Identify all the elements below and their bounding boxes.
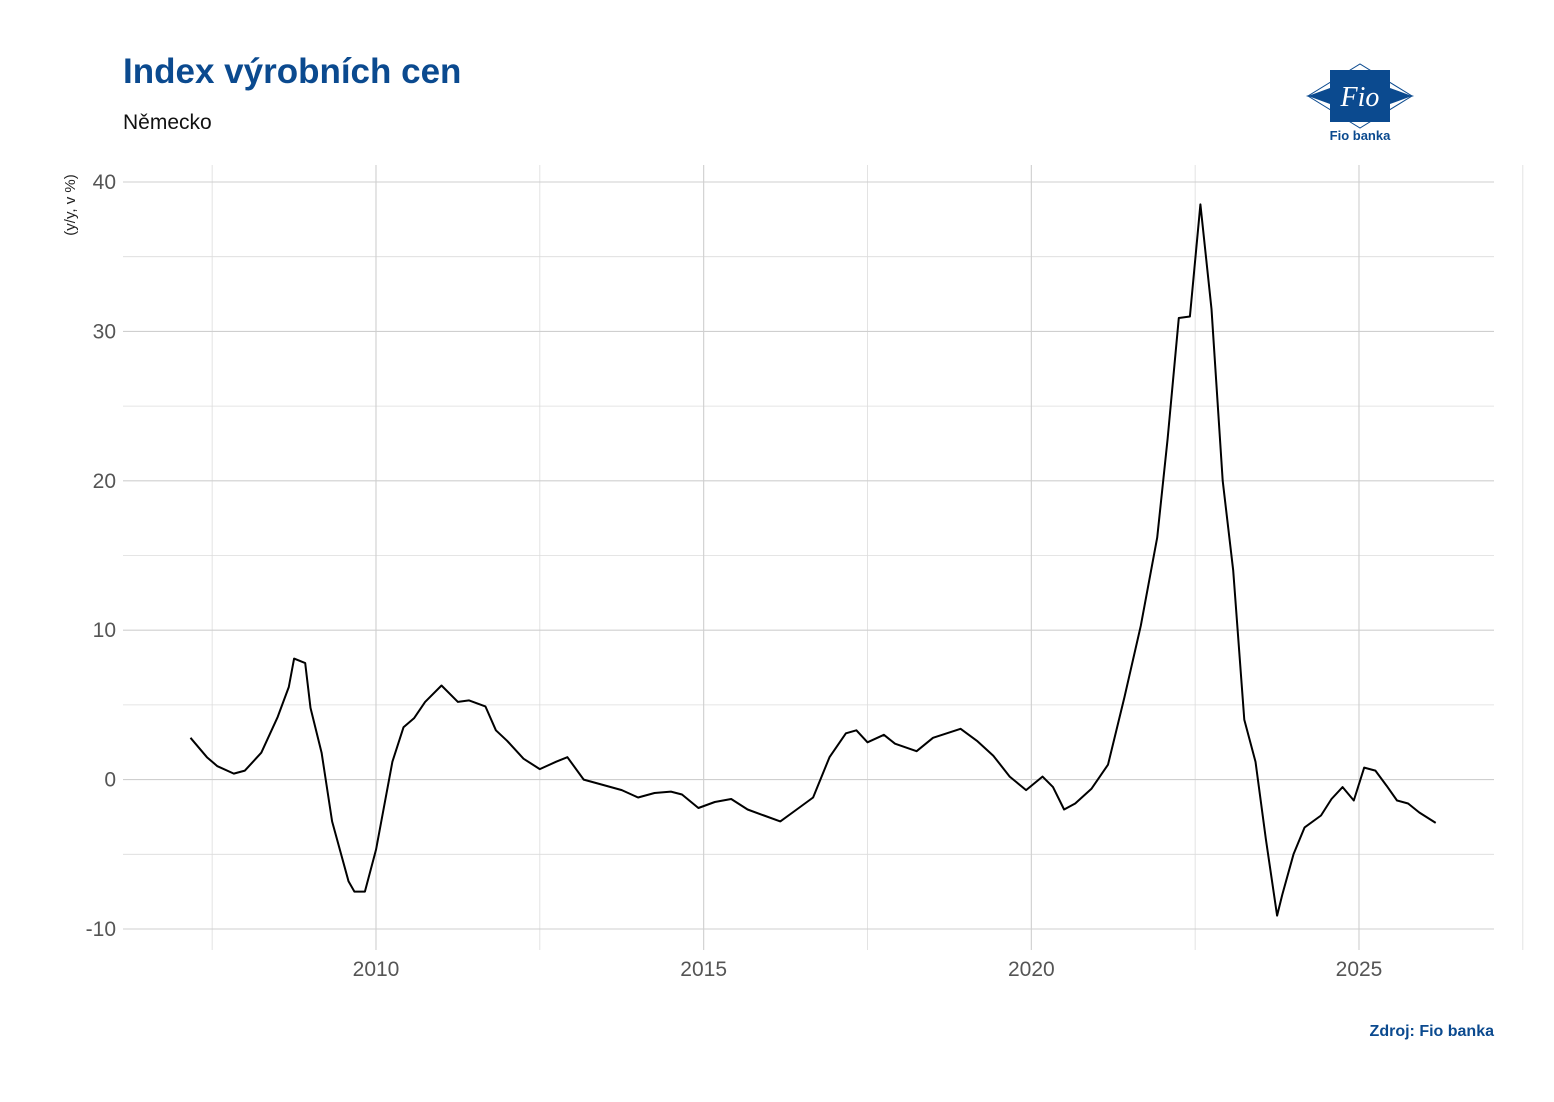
- logo-mark: Fio: [1340, 82, 1380, 113]
- x-tick-label: 2020: [1008, 958, 1055, 981]
- y-tick-label: 0: [104, 769, 116, 792]
- source-note: Zdroj: Fio banka: [1369, 1023, 1494, 1040]
- x-tick-label: 2015: [680, 958, 727, 981]
- logo-square: [1330, 70, 1390, 122]
- chart-subtitle: Německo: [123, 111, 212, 134]
- y-tick-label: 10: [93, 619, 116, 642]
- y-tick-label: 30: [93, 320, 116, 343]
- y-tick-label: 20: [93, 470, 116, 493]
- chart-title: Index výrobních cen: [123, 52, 462, 91]
- y-tick-label: 40: [93, 171, 116, 194]
- logo-right-wing: [1390, 88, 1412, 104]
- y-tick-label: -10: [86, 918, 116, 941]
- x-tick-label: 2010: [353, 958, 400, 981]
- logo-text: Fio banka: [1329, 128, 1391, 143]
- y-axis-ticks: 40 30 20 10 0 -10: [86, 171, 116, 941]
- x-axis-ticks: 2010 2015 2020 2025: [353, 958, 1383, 981]
- series-line-ppi: [189, 203, 1437, 917]
- major-grid: [123, 165, 1494, 950]
- minor-grid: [123, 165, 1524, 950]
- y-axis-label: (y/y, v %): [62, 174, 79, 235]
- logo-left-wing: [1308, 88, 1330, 104]
- fio-banka-logo: Fio: [1306, 63, 1414, 129]
- x-tick-label: 2025: [1336, 958, 1383, 981]
